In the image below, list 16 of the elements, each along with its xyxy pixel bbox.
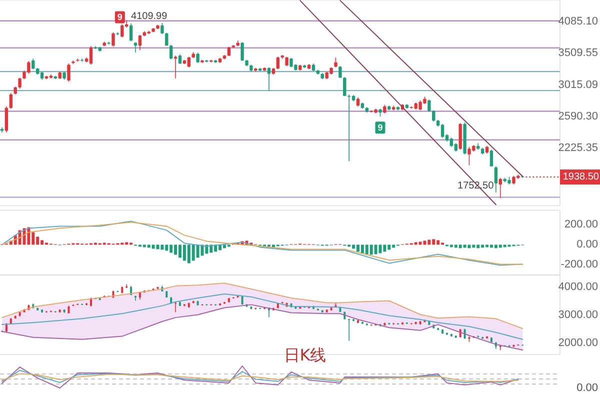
y-tick-label: 0.00	[576, 238, 598, 251]
y-tick-label: 2590.30	[558, 110, 598, 122]
y-tick-label: -200.00	[560, 258, 598, 271]
ref-line-label: 1938.50	[562, 172, 600, 183]
annotation: 4109.99	[131, 10, 168, 22]
y-tick-label: 3509.55	[558, 47, 598, 60]
annotation: 9	[117, 12, 122, 22]
y-tick-label: 2225.35	[558, 142, 598, 154]
y-tick-label: 4000.00	[558, 281, 598, 294]
y-tick-label: 200.00	[564, 218, 598, 231]
y-tick-label: 3000.00	[558, 309, 598, 322]
y-tick-label: 2000.00	[558, 337, 598, 350]
y-tick-label: 4085.10	[558, 15, 598, 28]
annotation: 9	[378, 122, 383, 132]
y-tick-label: 3015.09	[558, 78, 598, 91]
chart-title: 日K线	[284, 345, 326, 364]
